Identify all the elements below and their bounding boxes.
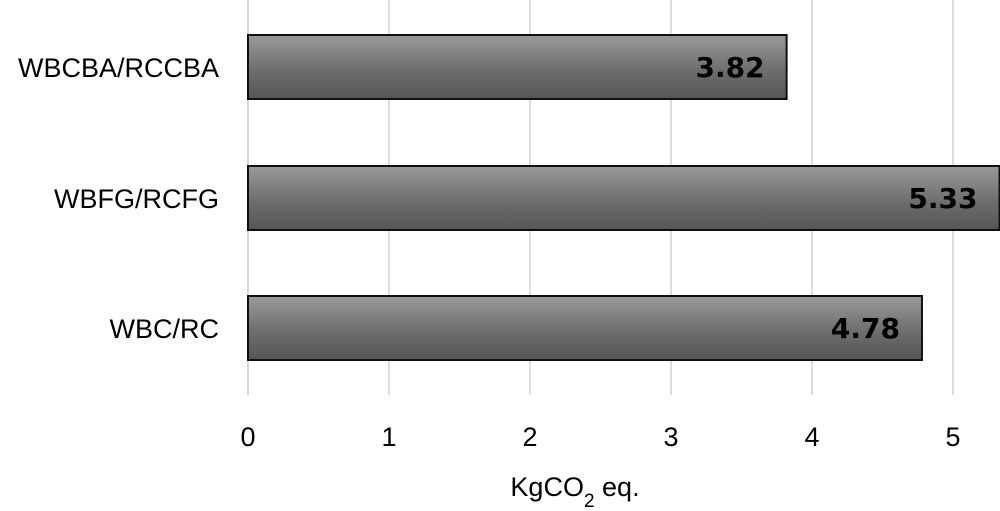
x-tick-label: 1 — [381, 422, 396, 452]
x-tick-label: 4 — [804, 422, 819, 452]
bars: 3.82 5.33 4.78 — [247, 34, 1000, 361]
x-axis-title-subscript: 2 — [584, 491, 595, 511]
x-axis-title-suffix: eq. — [595, 472, 640, 502]
bar-0 — [247, 34, 788, 100]
bar-value-label: 5.33 — [908, 182, 977, 215]
bar-value-label: 3.82 — [696, 51, 765, 84]
x-tick-label: 3 — [663, 422, 678, 452]
category-label: WBC/RC — [110, 314, 220, 344]
bar-value-label: 4.78 — [831, 312, 900, 345]
category-label: WBCBA/RCCBA — [18, 53, 219, 83]
x-axis-title: KgCO2 eq. — [510, 472, 639, 511]
x-tick-label: 5 — [945, 422, 960, 452]
x-tick-label: 0 — [240, 422, 255, 452]
bar-2 — [247, 295, 923, 361]
bar-1 — [247, 165, 1000, 231]
x-tick-label: 2 — [522, 422, 537, 452]
category-label: WBFG/RCFG — [54, 184, 219, 214]
x-axis-title-main: KgCO — [510, 472, 584, 502]
category-labels: WBCBA/RCCBA WBFG/RCFG WBC/RC — [18, 53, 219, 344]
x-tick-labels: 0 1 2 3 4 5 — [240, 422, 960, 452]
